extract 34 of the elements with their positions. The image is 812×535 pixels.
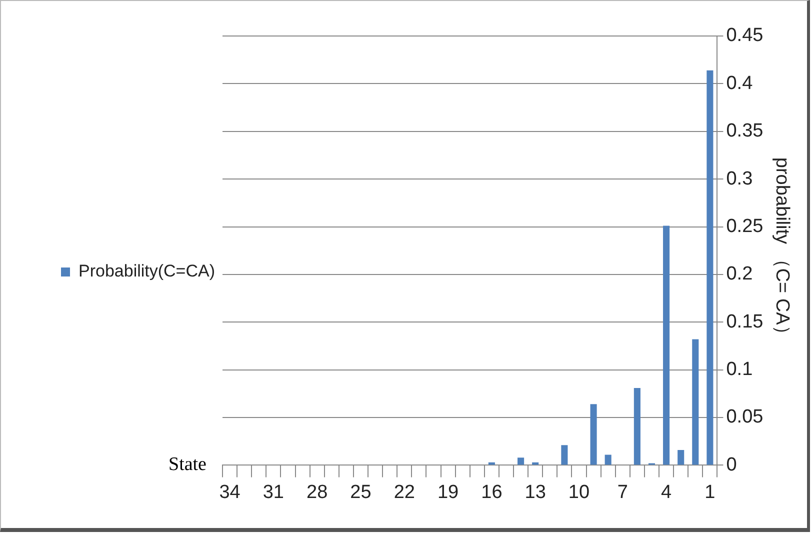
x-tick-label: 13 — [524, 482, 546, 503]
x-tick-label: 4 — [661, 482, 672, 503]
x-tick-label: 34 — [219, 482, 241, 503]
y-tick-label: 0.2 — [726, 264, 753, 285]
y-tick-label: 0.05 — [726, 406, 764, 428]
x-tick-label: 16 — [481, 482, 502, 503]
bar — [706, 70, 714, 465]
y-tick-label: 0.25 — [726, 216, 764, 237]
bar — [518, 458, 524, 465]
bar — [561, 445, 568, 465]
y-tick-label: 0.4 — [726, 72, 754, 94]
y-axis-title: probability （C= CA） — [771, 157, 792, 344]
x-tick-label: 10 — [568, 482, 590, 503]
bar — [590, 404, 597, 465]
y-tick-label: 0.45 — [726, 25, 764, 46]
y-tick-label: 0.3 — [726, 168, 753, 190]
bar — [604, 454, 612, 465]
y-tick-label: 0.35 — [726, 120, 764, 142]
bar — [663, 226, 670, 465]
x-axis-title: State — [168, 454, 206, 476]
x-tick-label: 19 — [437, 482, 459, 503]
x-tick-label: 7 — [617, 482, 628, 503]
legend-label: Probability(C=CA) — [78, 262, 216, 281]
x-tick-label: 22 — [394, 482, 415, 503]
y-tick-label: 0.15 — [726, 311, 764, 332]
x-tick-label: 1 — [704, 482, 716, 503]
bar — [678, 450, 684, 465]
bar — [634, 388, 640, 465]
bar — [692, 339, 699, 465]
x-tick-label: 25 — [350, 482, 372, 503]
y-tick-label: 0.1 — [726, 359, 753, 380]
x-tick-label: 31 — [262, 482, 284, 503]
x-tick-label: 28 — [306, 482, 328, 503]
y-tick-label: 0 — [726, 454, 737, 476]
